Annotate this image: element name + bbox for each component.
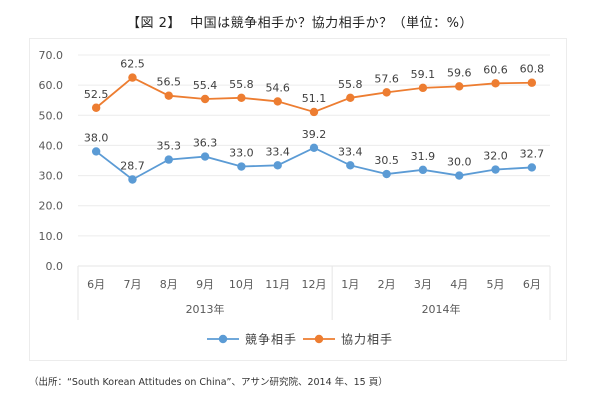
data-label: 59.6 [447,66,472,79]
y-tick-label: 60.0 [39,79,64,92]
x-tick-label: 8月 [160,278,178,291]
data-point [418,165,428,175]
x-tick-label: 6月 [523,278,541,291]
x-group-label: 2013年 [186,302,225,316]
data-point [273,161,282,170]
y-tick-label: 70.0 [39,49,64,62]
data-point [309,107,319,117]
data-point [309,143,319,153]
data-point [346,93,355,103]
data-point [164,91,173,100]
data-point [382,169,391,179]
data-point [237,162,246,171]
x-tick-label: 5月 [487,278,505,291]
y-tick-label: 20.0 [39,200,64,213]
data-label: 55.4 [193,79,218,92]
series-lines [91,73,537,184]
data-point [273,97,282,106]
data-label: 55.8 [229,78,254,91]
data-point [527,78,537,87]
x-tick-label: 11月 [265,278,290,291]
data-label: 33.0 [229,147,254,160]
data-label: 52.5 [84,88,109,101]
x-group-label: 2014年 [422,302,461,316]
chart-title: 【図 2】 中国は競争相手か？協力相手か？（単位：%） [126,16,474,31]
data-point [164,155,173,164]
data-point [491,165,500,174]
x-tick-label: 10月 [229,278,254,291]
legend-marker [314,334,324,344]
y-tick-label: 40.0 [39,139,64,152]
y-tick-label: 30.0 [39,170,64,183]
data-point [491,79,500,88]
source-note: （出所：“South Korean Attitudes on China”、アサ… [29,377,388,388]
data-label: 59.1 [411,68,436,81]
data-label: 39.2 [302,128,327,141]
data-label: 56.5 [157,76,182,89]
data-point [455,171,464,180]
data-label: 32.7 [520,147,545,160]
data-point [455,82,464,91]
data-label: 51.1 [302,92,327,105]
x-tick-label: 9月 [196,278,214,291]
x-tick-label: 12月 [302,278,327,291]
data-label: 55.8 [338,78,363,91]
data-label: 38.0 [84,131,109,144]
data-label: 62.5 [120,58,145,71]
data-label: 60.6 [483,63,508,76]
legend: 競争相手 協力相手 [207,332,393,347]
data-point [382,88,391,97]
data-label: 57.6 [374,72,399,85]
x-tick-label: 7月 [123,278,141,291]
chart-frame [29,38,567,361]
x-tick-label: 6月 [87,278,105,291]
data-label: 33.4 [265,145,290,158]
x-tick-label: 4月 [450,278,468,291]
data-point [237,93,246,103]
data-label: 31.9 [411,150,436,163]
data-point [91,147,101,156]
data-point [200,152,210,161]
y-tick-label: 10.0 [39,230,64,243]
x-tick-label: 3月 [414,278,432,291]
legend-label: 協力相手 [341,332,393,347]
data-point [91,103,101,112]
x-tick-label: 1月 [341,278,359,291]
x-tick-label: 2月 [378,278,396,291]
data-labels: 38.0 28.7 35.3 36.3 33.0 33.4 39.2 33.4 30.5 31.9… [84,58,544,173]
data-point [418,83,428,93]
data-point [200,94,210,104]
legend-label: 競争相手 [245,332,297,347]
data-label: 54.6 [265,81,290,94]
y-tick-label: 50.0 [39,109,64,122]
x-axis: 2013年 2014年 6月 7月 8月 9月 10月 11月 12月 1月 2月 3月 4月 5月 6月 [77,265,551,320]
data-label: 33.4 [338,145,363,158]
y-tick-label: 0.0 [46,260,64,273]
data-point [527,163,537,172]
data-point [128,73,137,82]
data-label: 30.0 [447,156,472,169]
data-label: 60.8 [520,63,545,76]
y-axis-ticks: 0.0 10.0 20.0 30.0 40.0 50.0 60.0 70.0 [39,49,64,273]
data-label: 35.3 [157,140,182,153]
data-label: 28.7 [120,159,145,172]
data-label: 36.3 [193,137,218,150]
data-point [128,175,137,184]
data-label: 32.0 [483,150,508,163]
data-label: 30.5 [374,154,399,167]
data-point [346,161,355,170]
legend-marker [218,334,228,344]
